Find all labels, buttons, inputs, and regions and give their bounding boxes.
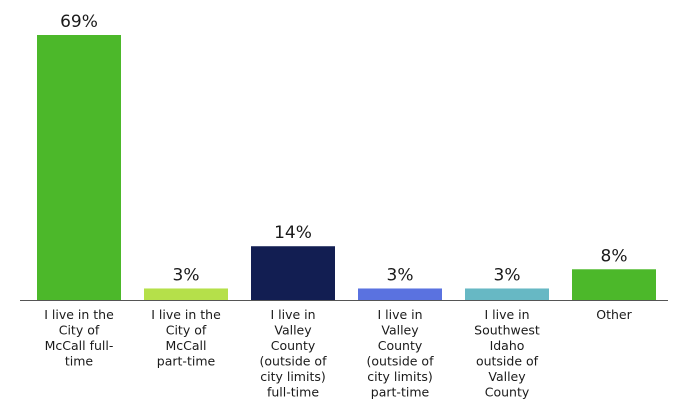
category-label-line: I live in: [484, 307, 529, 322]
category-label-line: outside of: [476, 354, 539, 369]
category-label-line: McCall full-: [45, 338, 114, 353]
category-label-line: City of: [59, 323, 100, 338]
category-label-line: County: [271, 338, 316, 353]
category-label-line: Valley: [488, 369, 526, 384]
bar-0: [37, 35, 121, 300]
bar-3: [358, 288, 442, 300]
category-label-line: I live in: [270, 307, 315, 322]
bars-group: [37, 35, 656, 300]
category-label-line: I live in: [377, 307, 422, 322]
category-label-line: County: [485, 385, 530, 400]
value-label-4: 3%: [494, 265, 521, 285]
category-label-3: I live in Valley County (outside of city lim…: [367, 307, 435, 400]
value-label-3: 3%: [387, 265, 414, 285]
category-label-line: I live in the: [44, 307, 114, 322]
category-label-line: County: [378, 338, 423, 353]
category-label-4: I live in Southwest Idaho outside of Valley C…: [474, 307, 540, 400]
category-label-line: City of: [166, 323, 207, 338]
category-label-2: I live in Valley County (outside of city lim…: [260, 307, 328, 400]
category-label-line: time: [65, 354, 94, 369]
bar-2: [251, 246, 335, 300]
category-label-line: city limits): [367, 369, 433, 384]
category-label-line: Valley: [274, 323, 312, 338]
category-label-line: I live in the: [151, 307, 221, 322]
category-label-0: I live in the City of McCall full-time: [44, 307, 114, 369]
value-labels-group: 69% 3% 14% 3% 3% 8%: [60, 12, 627, 285]
category-label-line: Other: [596, 307, 632, 322]
bar-5: [572, 269, 656, 300]
category-label-1: I live in the City of McCall part-time: [151, 307, 221, 369]
value-label-5: 8%: [601, 246, 628, 266]
category-label-line: full-time: [267, 385, 319, 400]
value-label-2: 14%: [274, 223, 312, 243]
bar-1: [144, 288, 228, 300]
category-label-line: (outside of: [367, 354, 435, 369]
value-label-0: 69%: [60, 12, 98, 32]
category-label-5: Other: [596, 307, 632, 322]
bar-4: [465, 288, 549, 300]
category-label-line: part-time: [157, 354, 216, 369]
category-label-line: McCall: [166, 338, 207, 353]
category-label-line: city limits): [260, 369, 326, 384]
category-label-line: Southwest: [474, 323, 540, 338]
category-label-line: (outside of: [260, 354, 328, 369]
value-label-1: 3%: [173, 265, 200, 285]
category-label-line: part-time: [371, 385, 430, 400]
category-label-line: Idaho: [490, 338, 525, 353]
category-label-line: Valley: [381, 323, 419, 338]
